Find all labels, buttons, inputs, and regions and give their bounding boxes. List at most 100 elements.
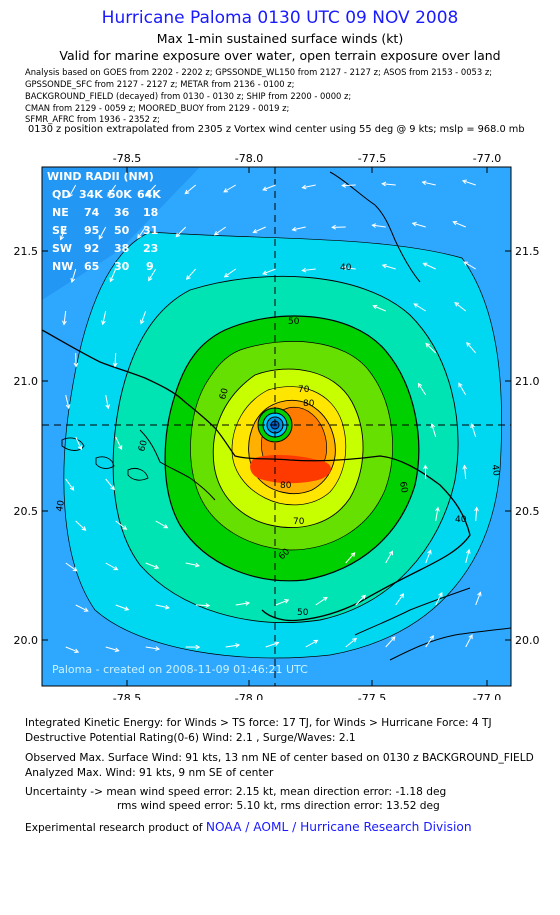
wind-arrow-shaft — [75, 436, 82, 450]
wind-arrow-head — [98, 234, 103, 240]
wind-arrow-shaft — [105, 478, 115, 490]
wind-arrow-head — [301, 267, 307, 273]
wind-arrow-head — [109, 277, 114, 283]
wind-arrow-shaft — [382, 264, 396, 270]
wind-arrow-head — [429, 635, 434, 640]
wind-arrow-head — [458, 382, 463, 388]
wind-arrow-head — [423, 464, 428, 470]
jamaica-coast — [354, 587, 471, 636]
lon-label-top-3: -77.5 — [358, 152, 386, 165]
lon-label-top-2: -78.0 — [235, 152, 263, 165]
wind-arrow-head — [470, 423, 475, 429]
credit-line: Experimental research product of NOAA / … — [25, 820, 472, 834]
wind-arrow-head — [114, 647, 120, 653]
wind-radii-header-50k: 50K — [108, 188, 132, 201]
wind-analysis-map: 40 40 40 40 50 50 60 60 60 60 70 70 80 8… — [14, 152, 540, 700]
contour-label-80-s: 80 — [280, 481, 292, 491]
wind-arrow-shaft — [462, 180, 476, 186]
wind-arrow-shaft — [253, 226, 266, 233]
wind-arrow-shaft — [342, 267, 356, 270]
wind-arrow-head — [252, 229, 258, 234]
wind-arrow-head — [390, 636, 396, 641]
wind-arrow-shaft — [155, 604, 170, 609]
contour-label-60-nw: 60 — [218, 387, 231, 401]
wind-arrow-shaft — [98, 226, 107, 240]
wind-arrow-shaft — [412, 222, 426, 228]
wind-radii-table: WIND RADII (NM) QD 34K 50K 64K NE 74 36 … — [47, 170, 161, 273]
wind-arrow-shaft — [68, 184, 77, 198]
wind-arrow-head — [421, 180, 427, 186]
wind-radii-nw-64: 9 — [146, 260, 154, 273]
wind-arrow-head — [235, 643, 241, 648]
wind-arrow-head — [477, 591, 482, 597]
wind-arrow-shaft — [466, 342, 477, 354]
background-shade-upper-left — [42, 167, 200, 300]
wind-radii-ne-34: 74 — [84, 206, 100, 219]
wind-arrow-head — [452, 220, 458, 226]
cuba-coastline — [42, 329, 471, 622]
cuba-south-coast — [139, 429, 216, 501]
wind-arrow-shaft — [463, 261, 476, 270]
wind-arrow-head — [110, 485, 115, 491]
wind-arrow-shaft — [225, 644, 240, 648]
subtitle-wind-type: Max 1-min sustained surface winds (kt) — [156, 31, 404, 46]
wind-arrow-shaft — [184, 184, 197, 194]
contour-label-40-se: 40 — [455, 515, 467, 525]
contour-label-80-n: 80 — [303, 399, 315, 409]
wind-arrow-head — [164, 604, 170, 610]
wind-arrow-head — [155, 646, 161, 651]
wind-arrow-head — [474, 506, 479, 512]
wind-arrow-shaft — [224, 268, 237, 278]
credit-prefix: Experimental research product of — [25, 822, 206, 834]
wind-arrow-shaft — [413, 303, 426, 312]
wind-arrow-head — [388, 550, 393, 556]
wind-arrow-shaft — [262, 184, 276, 191]
uncertainty-line-1: Uncertainty -> mean wind speed error: 2.… — [25, 786, 447, 798]
contour-label-50-s: 50 — [297, 608, 309, 618]
observed-max-line: Observed Max. Surface Wind: 91 kts, 13 n… — [25, 752, 534, 764]
noaa-link[interactable]: NOAA / AOML / Hurricane Research Divisio… — [205, 820, 472, 834]
wind-radii-se-label: SE — [52, 224, 67, 237]
wind-arrow-shaft — [422, 181, 436, 186]
wind-arrow-shaft — [463, 465, 467, 480]
wind-arrow-head — [69, 485, 75, 491]
lat-label-right-3: 20.5 — [515, 505, 540, 518]
contour-label-60-w: 60 — [137, 439, 150, 453]
isle-small-2 — [95, 456, 115, 469]
contour-label-50-n: 50 — [288, 317, 300, 327]
wind-radii-sw-64: 23 — [143, 242, 158, 255]
wind-arrow-head — [122, 525, 128, 530]
wind-arrow-head — [284, 599, 290, 604]
wind-arrow-head — [468, 634, 473, 640]
dpr-line: Destructive Potential Rating(0-6) Wind: … — [25, 732, 356, 744]
wind-arrow-shaft — [292, 226, 306, 231]
wind-arrow-shaft — [60, 226, 67, 240]
wind-arrow-shaft — [355, 595, 366, 606]
wind-arrow-shaft — [105, 394, 109, 409]
wind-arrow-head — [301, 184, 307, 190]
source-line-4: CMAN from 2129 - 0059 z; MOORED_BUOY fro… — [25, 103, 290, 113]
wind-radii-sw-label: SW — [52, 242, 72, 255]
ike-line: Integrated Kinetic Energy: for Winds > T… — [25, 717, 492, 729]
wind-arrow-head — [72, 567, 78, 572]
wind-arrow-shaft — [425, 343, 437, 354]
wind-arrow-head — [435, 506, 440, 512]
wind-arrow-head — [223, 273, 229, 278]
wind-arrow-head — [411, 221, 417, 227]
lon-label-top-4: -77.0 — [473, 152, 501, 165]
wind-arrow-head — [124, 606, 130, 611]
wind-arrow-head — [195, 644, 201, 650]
wind-arrow-head — [184, 189, 190, 195]
lat-label-right-4: 20.0 — [515, 634, 540, 647]
wind-arrow-shaft — [454, 302, 467, 312]
wind-arrow-head — [361, 594, 366, 600]
lat-label-right-2: 21.0 — [515, 375, 540, 388]
source-line-1: Analysis based on GOES from 2202 - 2202 … — [25, 67, 493, 77]
wind-radii-nw-50: 30 — [114, 260, 130, 273]
wind-arrow-shaft — [302, 268, 316, 272]
wind-arrow-shaft — [475, 507, 478, 522]
analyzed-max-line: Analyzed Max. Wind: 91 kts, 9 nm SE of c… — [25, 767, 274, 779]
wind-arrow-shaft — [109, 268, 117, 282]
wind-arrow-head — [381, 263, 387, 269]
wind-arrow-head — [372, 304, 378, 310]
